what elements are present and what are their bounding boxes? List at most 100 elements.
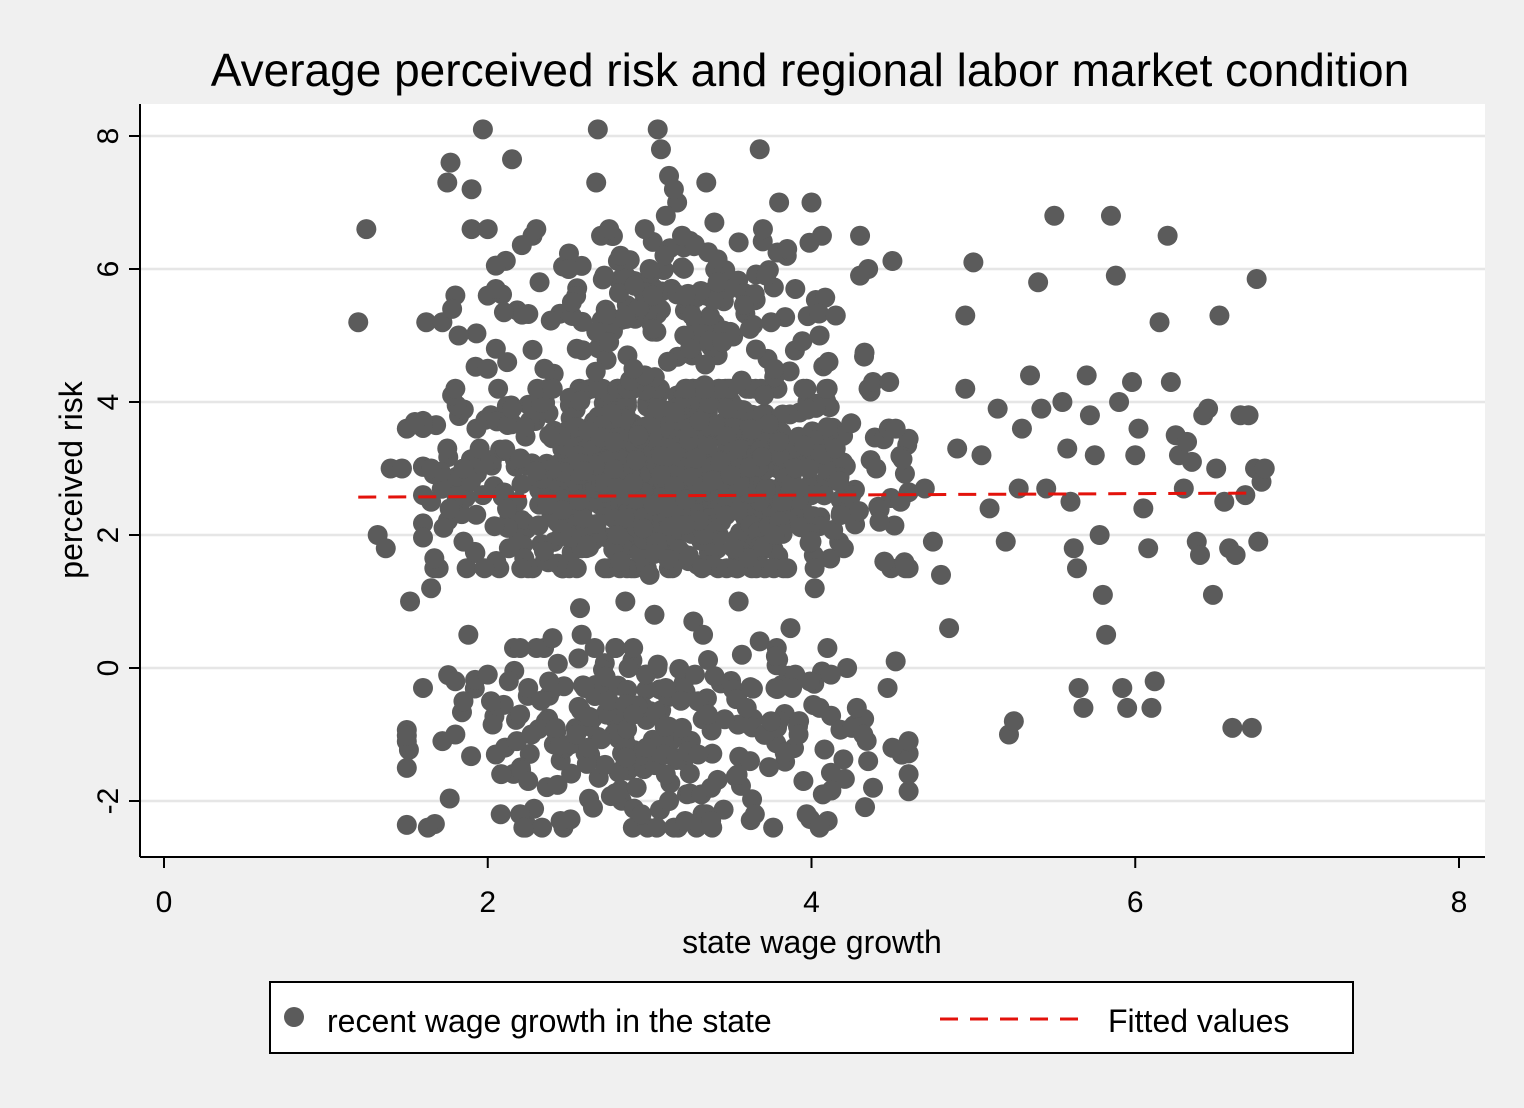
scatter-point	[1076, 365, 1097, 386]
scatter-point	[704, 666, 725, 687]
scatter-point	[874, 551, 895, 572]
scatter-point	[527, 378, 548, 399]
scatter-point	[728, 591, 749, 612]
scatter-point	[644, 604, 665, 625]
scatter-point	[717, 398, 738, 419]
scatter-point	[461, 179, 482, 200]
scatter-point	[488, 378, 509, 399]
scatter-point	[804, 558, 825, 579]
scatter-point	[655, 205, 676, 226]
scatter-point	[511, 235, 532, 256]
scatter-point	[623, 638, 644, 659]
scatter-point	[701, 777, 722, 798]
scatter-point	[833, 538, 854, 559]
scatter-point	[1020, 365, 1041, 386]
scatter-point	[695, 378, 716, 399]
legend-marker-scatter	[284, 1007, 304, 1027]
scatter-point	[561, 292, 582, 313]
scatter-point	[511, 558, 532, 579]
scatter-point	[650, 465, 671, 486]
scatter-point	[1144, 671, 1165, 692]
scatter-point	[539, 425, 560, 446]
scatter-point	[738, 547, 759, 568]
scatter-point	[518, 771, 539, 792]
scatter-point	[751, 446, 772, 467]
scatter-point	[794, 435, 815, 456]
x-axis-label: state wage growth	[682, 924, 942, 960]
scatter-point	[1003, 711, 1024, 732]
scatter-point	[477, 219, 498, 240]
scatter-point	[502, 149, 523, 170]
y-tick-label: -2	[92, 788, 125, 815]
scatter-point	[640, 413, 661, 434]
scatter-point	[413, 527, 433, 548]
scatter-point	[466, 418, 487, 439]
scatter-point	[608, 283, 629, 304]
scatter-point	[885, 418, 906, 439]
scatter-point	[1202, 584, 1223, 605]
scatter-point	[788, 477, 809, 498]
scatter-point	[586, 514, 607, 535]
scatter-point	[510, 638, 531, 659]
scatter-point	[1128, 418, 1149, 439]
scatter-point	[636, 737, 657, 758]
scatter-point	[658, 549, 679, 570]
scatter-point	[764, 358, 785, 379]
scatter-point	[1133, 498, 1154, 519]
scatter-point	[574, 677, 595, 698]
scatter-point	[1235, 485, 1256, 506]
scatter-point	[391, 458, 412, 479]
scatter-point	[664, 475, 685, 496]
scatter-point	[453, 458, 474, 479]
scatter-point	[1068, 677, 1089, 698]
scatter-point	[607, 525, 628, 545]
scatter-point	[702, 470, 723, 491]
scatter-point	[587, 119, 608, 140]
scatter-point	[396, 757, 417, 778]
scatter-point	[885, 651, 906, 672]
scatter-point	[466, 323, 487, 344]
scatter-point	[752, 219, 773, 240]
scatter-point	[605, 638, 626, 659]
scatter-point	[675, 810, 696, 831]
scatter-point	[616, 747, 637, 768]
scatter-point	[614, 508, 635, 529]
scatter-point	[657, 351, 678, 372]
scatter-point	[633, 518, 654, 539]
scatter-point	[356, 219, 377, 240]
scatter-point	[1122, 372, 1143, 393]
scatter-point	[655, 764, 676, 785]
scatter-point	[818, 351, 839, 372]
scatter-point	[566, 558, 587, 579]
scatter-point	[1100, 205, 1121, 226]
scatter-point	[623, 473, 644, 494]
scatter-point	[453, 531, 474, 552]
scatter-point	[1214, 491, 1235, 512]
scatter-point	[598, 690, 619, 711]
scatter-point	[863, 777, 884, 798]
scatter-point	[1198, 398, 1219, 419]
scatter-point	[939, 618, 960, 639]
scatter-point	[723, 538, 744, 559]
scatter-point	[825, 305, 846, 326]
scatter-point	[1011, 418, 1032, 439]
scatter-point	[547, 774, 568, 795]
scatter-point	[453, 691, 474, 712]
scatter-point	[995, 531, 1016, 552]
scatter-point	[922, 531, 943, 552]
scatter-point	[793, 378, 814, 399]
scatter-point	[577, 534, 598, 555]
scatter-point	[642, 285, 663, 306]
y-tick-label: 0	[92, 660, 125, 677]
scatter-point	[585, 361, 606, 382]
scatter-point	[626, 450, 647, 471]
scatter-point	[550, 810, 571, 831]
scatter-point	[682, 305, 703, 326]
scatter-point	[704, 212, 725, 233]
scatter-point	[846, 697, 867, 718]
scatter-point	[646, 817, 667, 838]
scatter-point	[615, 305, 636, 326]
scatter-point	[863, 372, 884, 393]
scatter-point	[793, 771, 814, 792]
scatter-point	[537, 495, 558, 516]
